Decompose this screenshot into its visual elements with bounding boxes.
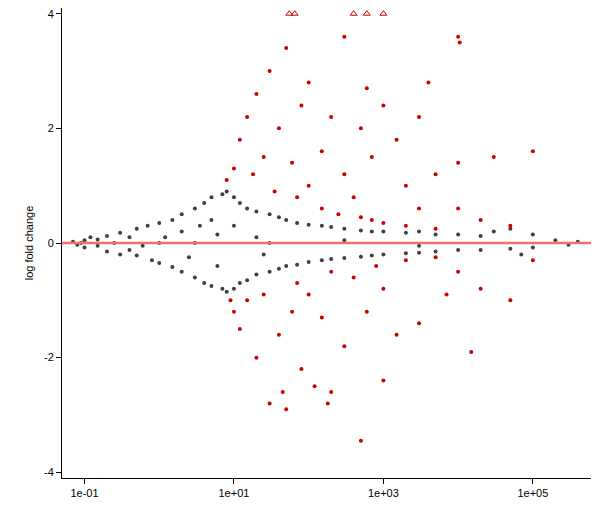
svg-text:0: 0 <box>48 237 54 249</box>
svg-text:4: 4 <box>48 8 54 20</box>
svg-text:-4: -4 <box>44 466 54 478</box>
svg-text:1e-01: 1e-01 <box>70 487 98 499</box>
svg-text:-2: -2 <box>44 351 54 363</box>
svg-text:log fold change: log fold change <box>23 206 35 281</box>
svg-text:1e+03: 1e+03 <box>368 487 399 499</box>
svg-text:1e+01: 1e+01 <box>218 487 249 499</box>
svg-text:2: 2 <box>48 122 54 134</box>
svg-text:1e+05: 1e+05 <box>517 487 548 499</box>
